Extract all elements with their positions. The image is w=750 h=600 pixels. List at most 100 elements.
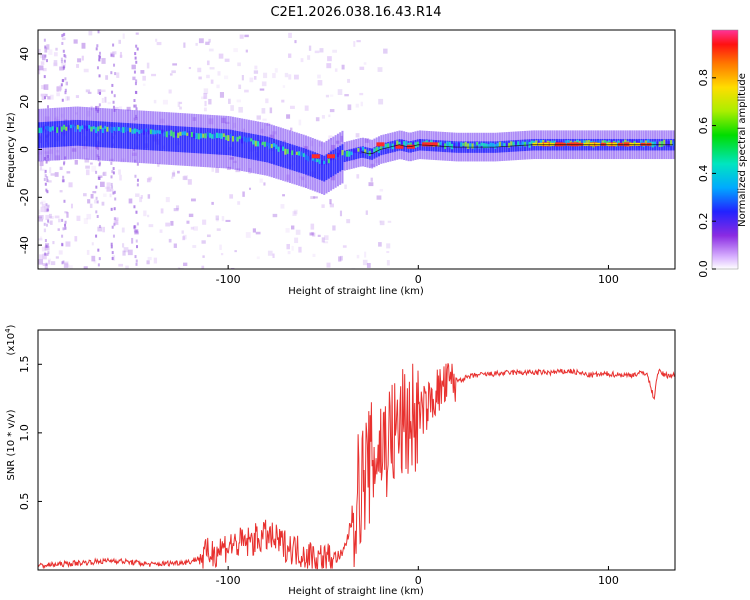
band-cell bbox=[193, 133, 196, 139]
band-cell bbox=[79, 126, 82, 132]
noise-cell bbox=[95, 170, 98, 174]
noise-cell bbox=[204, 100, 207, 107]
noise-cell bbox=[92, 191, 97, 194]
band-cell bbox=[63, 120, 66, 147]
noise-cell bbox=[135, 210, 138, 214]
band-cell bbox=[131, 123, 134, 150]
band-cell bbox=[553, 140, 556, 145]
band-cell bbox=[298, 146, 301, 173]
band-cell bbox=[512, 141, 515, 147]
band-cell bbox=[357, 148, 360, 152]
band-cell bbox=[416, 141, 419, 147]
noise-cell bbox=[206, 74, 210, 79]
band-cell bbox=[362, 146, 365, 151]
noise-cell bbox=[50, 220, 53, 225]
band-cell bbox=[619, 139, 622, 146]
noise-cell bbox=[45, 160, 48, 164]
noise-cell bbox=[171, 172, 176, 177]
noise-cell bbox=[133, 104, 136, 108]
band-cell bbox=[389, 143, 392, 149]
noise-cell bbox=[134, 52, 137, 56]
noise-cell bbox=[111, 83, 114, 87]
band-cell bbox=[211, 128, 214, 155]
noise-cell bbox=[321, 237, 325, 243]
noise-cell bbox=[53, 62, 58, 67]
noise-cell bbox=[288, 32, 292, 38]
band-cell bbox=[49, 121, 52, 148]
band-cell bbox=[300, 151, 303, 157]
noise-cell bbox=[294, 237, 299, 244]
noise-cell bbox=[341, 64, 345, 70]
band-cell bbox=[172, 131, 175, 138]
snr-frame bbox=[37, 329, 676, 571]
noise-cell bbox=[248, 187, 252, 190]
noise-cell bbox=[298, 246, 302, 253]
band-cell bbox=[644, 140, 647, 146]
noise-cell bbox=[113, 94, 116, 98]
band-cell bbox=[145, 128, 148, 132]
band-cell bbox=[284, 148, 287, 155]
noise-cell bbox=[263, 182, 266, 186]
noise-cell bbox=[342, 245, 347, 248]
noise-cell bbox=[60, 60, 63, 64]
noise-cell bbox=[256, 115, 261, 120]
noise-cell bbox=[131, 237, 134, 244]
band-cell bbox=[268, 142, 271, 149]
noise-cell bbox=[61, 179, 64, 183]
band-cell bbox=[286, 149, 289, 154]
noise-cell bbox=[101, 97, 104, 104]
noise-cell bbox=[64, 156, 67, 160]
noise-cell bbox=[134, 255, 137, 259]
band-cell bbox=[108, 121, 111, 148]
band-cell bbox=[165, 125, 168, 152]
noise-cell bbox=[368, 182, 374, 187]
band-cell bbox=[309, 154, 312, 160]
noise-cell bbox=[126, 106, 131, 111]
band-cell bbox=[441, 143, 444, 149]
snr-panel: -100 0 100 0.5 1.0 1.5 Height of straight li… bbox=[4, 324, 676, 597]
noise-cell bbox=[135, 79, 138, 83]
noise-cell bbox=[133, 70, 136, 74]
noise-cell bbox=[172, 63, 178, 66]
noise-cell bbox=[128, 198, 133, 204]
band-cell bbox=[259, 140, 262, 144]
band-cell bbox=[115, 126, 118, 132]
band-cell bbox=[142, 130, 145, 135]
band-cell bbox=[202, 127, 205, 154]
band-cell bbox=[138, 130, 141, 134]
band-cell bbox=[535, 140, 538, 145]
noise-cell bbox=[356, 40, 361, 43]
band-cell bbox=[161, 129, 164, 134]
band-cell bbox=[133, 123, 136, 150]
noise-cell bbox=[218, 53, 224, 59]
noise-cell bbox=[94, 199, 98, 204]
noise-cell bbox=[109, 193, 112, 198]
band-cell bbox=[136, 129, 139, 133]
noise-cell bbox=[110, 207, 113, 211]
noise-cell bbox=[169, 73, 173, 76]
noise-cell bbox=[43, 84, 49, 90]
band-cell bbox=[104, 125, 107, 129]
noise-cell bbox=[118, 169, 121, 175]
band-cell bbox=[204, 127, 207, 154]
noise-cell bbox=[305, 172, 310, 177]
noise-cell bbox=[90, 162, 93, 165]
band-cell bbox=[227, 135, 230, 142]
noise-cell bbox=[326, 262, 331, 268]
band-cell bbox=[373, 147, 376, 159]
noise-cell bbox=[113, 63, 116, 67]
band-cell bbox=[211, 134, 214, 139]
noise-cell bbox=[353, 41, 356, 47]
noise-cell bbox=[142, 75, 146, 81]
noise-cell bbox=[282, 194, 285, 197]
noise-cell bbox=[201, 240, 206, 244]
colorbar-tick-label: 0.6 bbox=[697, 117, 710, 135]
band-cell bbox=[152, 129, 155, 135]
noise-cell bbox=[182, 176, 188, 180]
noise-cell bbox=[39, 254, 44, 260]
y-tick-label: 1.0 bbox=[18, 424, 31, 442]
band-cell bbox=[252, 134, 255, 160]
noise-cell bbox=[346, 219, 351, 224]
band-cell bbox=[348, 151, 351, 157]
noise-cell bbox=[49, 94, 54, 100]
